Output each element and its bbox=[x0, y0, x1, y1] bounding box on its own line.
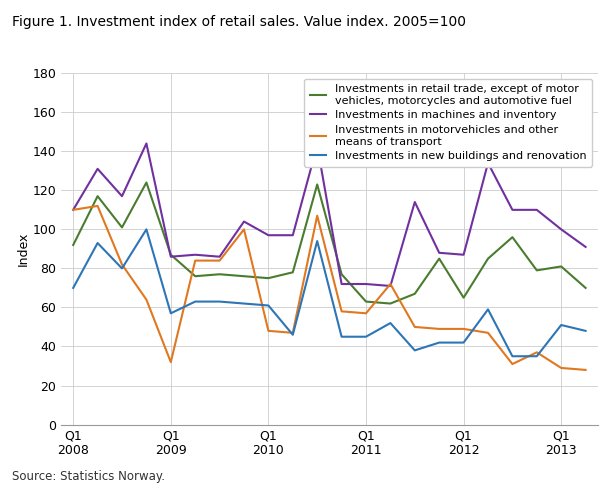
Investments in retail trade, except of motor
vehicles, motorcycles and automotive fuel bbox=[558, 264, 565, 269]
Investments in retail trade, except of motor
vehicles, motorcycles and automotive fuel bbox=[240, 273, 248, 279]
Investments in motorvehicles and other
means of transport bbox=[582, 367, 589, 373]
Investments in new buildings and renovation bbox=[362, 334, 370, 340]
Investments in machines and inventory bbox=[216, 254, 223, 260]
Investments in machines and inventory bbox=[509, 207, 516, 213]
Investments in motorvehicles and other
means of transport bbox=[70, 207, 77, 213]
Line: Investments in retail trade, except of motor
vehicles, motorcycles and automotive fuel: Investments in retail trade, except of m… bbox=[73, 183, 586, 304]
Investments in motorvehicles and other
means of transport bbox=[192, 258, 199, 264]
Investments in machines and inventory bbox=[143, 141, 150, 146]
Investments in retail trade, except of motor
vehicles, motorcycles and automotive fuel bbox=[118, 224, 126, 230]
Investments in motorvehicles and other
means of transport bbox=[289, 330, 296, 336]
Investments in new buildings and renovation bbox=[240, 301, 248, 306]
Investments in new buildings and renovation bbox=[533, 353, 540, 359]
Investments in retail trade, except of motor
vehicles, motorcycles and automotive fuel bbox=[70, 242, 77, 248]
Investments in motorvehicles and other
means of transport bbox=[338, 308, 345, 314]
Investments in new buildings and renovation bbox=[338, 334, 345, 340]
Investments in retail trade, except of motor
vehicles, motorcycles and automotive fuel bbox=[362, 299, 370, 305]
Investments in machines and inventory bbox=[314, 142, 321, 148]
Investments in motorvehicles and other
means of transport bbox=[314, 213, 321, 219]
Legend: Investments in retail trade, except of motor
vehicles, motorcycles and automotiv: Investments in retail trade, except of m… bbox=[304, 79, 592, 166]
Investments in motorvehicles and other
means of transport bbox=[265, 328, 272, 334]
Line: Investments in machines and inventory: Investments in machines and inventory bbox=[73, 143, 586, 286]
Text: Figure 1. Investment index of retail sales. Value index. 2005=100: Figure 1. Investment index of retail sal… bbox=[12, 15, 466, 29]
Investments in new buildings and renovation bbox=[167, 310, 174, 316]
Investments in retail trade, except of motor
vehicles, motorcycles and automotive fuel bbox=[387, 301, 394, 306]
Investments in retail trade, except of motor
vehicles, motorcycles and automotive fuel bbox=[460, 295, 467, 301]
Investments in retail trade, except of motor
vehicles, motorcycles and automotive fuel bbox=[94, 193, 101, 199]
Investments in motorvehicles and other
means of transport bbox=[118, 262, 126, 267]
Investments in machines and inventory bbox=[582, 244, 589, 250]
Investments in motorvehicles and other
means of transport bbox=[143, 297, 150, 303]
Investments in motorvehicles and other
means of transport bbox=[167, 359, 174, 365]
Investments in retail trade, except of motor
vehicles, motorcycles and automotive fuel bbox=[314, 182, 321, 187]
Investments in new buildings and renovation bbox=[484, 306, 492, 312]
Investments in machines and inventory bbox=[436, 250, 443, 256]
Investments in motorvehicles and other
means of transport bbox=[558, 365, 565, 371]
Investments in new buildings and renovation bbox=[265, 303, 272, 308]
Investments in machines and inventory bbox=[387, 283, 394, 289]
Investments in new buildings and renovation bbox=[558, 322, 565, 328]
Investments in new buildings and renovation bbox=[460, 340, 467, 346]
Text: Source: Statistics Norway.: Source: Statistics Norway. bbox=[12, 470, 165, 483]
Investments in motorvehicles and other
means of transport bbox=[484, 330, 492, 336]
Investments in machines and inventory bbox=[338, 281, 345, 287]
Investments in machines and inventory bbox=[192, 252, 199, 258]
Y-axis label: Index: Index bbox=[16, 232, 29, 266]
Investments in new buildings and renovation bbox=[411, 347, 418, 353]
Investments in machines and inventory bbox=[484, 160, 492, 166]
Investments in motorvehicles and other
means of transport bbox=[387, 281, 394, 287]
Investments in new buildings and renovation bbox=[216, 299, 223, 305]
Investments in retail trade, except of motor
vehicles, motorcycles and automotive fuel bbox=[582, 285, 589, 291]
Line: Investments in new buildings and renovation: Investments in new buildings and renovat… bbox=[73, 229, 586, 356]
Investments in motorvehicles and other
means of transport bbox=[240, 226, 248, 232]
Investments in new buildings and renovation bbox=[289, 332, 296, 338]
Investments in retail trade, except of motor
vehicles, motorcycles and automotive fuel bbox=[338, 271, 345, 277]
Investments in retail trade, except of motor
vehicles, motorcycles and automotive fuel bbox=[509, 234, 516, 240]
Investments in new buildings and renovation bbox=[70, 285, 77, 291]
Line: Investments in motorvehicles and other
means of transport: Investments in motorvehicles and other m… bbox=[73, 206, 586, 370]
Investments in new buildings and renovation bbox=[192, 299, 199, 305]
Investments in retail trade, except of motor
vehicles, motorcycles and automotive fuel bbox=[411, 291, 418, 297]
Investments in machines and inventory bbox=[265, 232, 272, 238]
Investments in motorvehicles and other
means of transport bbox=[411, 324, 418, 330]
Investments in new buildings and renovation bbox=[143, 226, 150, 232]
Investments in new buildings and renovation bbox=[509, 353, 516, 359]
Investments in retail trade, except of motor
vehicles, motorcycles and automotive fuel bbox=[167, 252, 174, 258]
Investments in motorvehicles and other
means of transport bbox=[94, 203, 101, 209]
Investments in motorvehicles and other
means of transport bbox=[362, 310, 370, 316]
Investments in retail trade, except of motor
vehicles, motorcycles and automotive fuel bbox=[192, 273, 199, 279]
Investments in motorvehicles and other
means of transport bbox=[509, 361, 516, 367]
Investments in machines and inventory bbox=[411, 199, 418, 205]
Investments in motorvehicles and other
means of transport bbox=[216, 258, 223, 264]
Investments in motorvehicles and other
means of transport bbox=[460, 326, 467, 332]
Investments in new buildings and renovation bbox=[582, 328, 589, 334]
Investments in machines and inventory bbox=[118, 193, 126, 199]
Investments in machines and inventory bbox=[558, 226, 565, 232]
Investments in machines and inventory bbox=[70, 207, 77, 213]
Investments in new buildings and renovation bbox=[94, 240, 101, 246]
Investments in machines and inventory bbox=[94, 166, 101, 172]
Investments in retail trade, except of motor
vehicles, motorcycles and automotive fuel bbox=[533, 267, 540, 273]
Investments in new buildings and renovation bbox=[436, 340, 443, 346]
Investments in new buildings and renovation bbox=[314, 238, 321, 244]
Investments in machines and inventory bbox=[460, 252, 467, 258]
Investments in new buildings and renovation bbox=[387, 320, 394, 326]
Investments in machines and inventory bbox=[167, 254, 174, 260]
Investments in retail trade, except of motor
vehicles, motorcycles and automotive fuel bbox=[436, 256, 443, 262]
Investments in motorvehicles and other
means of transport bbox=[436, 326, 443, 332]
Investments in retail trade, except of motor
vehicles, motorcycles and automotive fuel bbox=[484, 256, 492, 262]
Investments in machines and inventory bbox=[362, 281, 370, 287]
Investments in retail trade, except of motor
vehicles, motorcycles and automotive fuel bbox=[143, 180, 150, 185]
Investments in machines and inventory bbox=[533, 207, 540, 213]
Investments in new buildings and renovation bbox=[118, 265, 126, 271]
Investments in machines and inventory bbox=[240, 219, 248, 224]
Investments in retail trade, except of motor
vehicles, motorcycles and automotive fuel bbox=[265, 275, 272, 281]
Investments in retail trade, except of motor
vehicles, motorcycles and automotive fuel bbox=[216, 271, 223, 277]
Investments in motorvehicles and other
means of transport bbox=[533, 349, 540, 355]
Investments in machines and inventory bbox=[289, 232, 296, 238]
Investments in retail trade, except of motor
vehicles, motorcycles and automotive fuel bbox=[289, 269, 296, 275]
